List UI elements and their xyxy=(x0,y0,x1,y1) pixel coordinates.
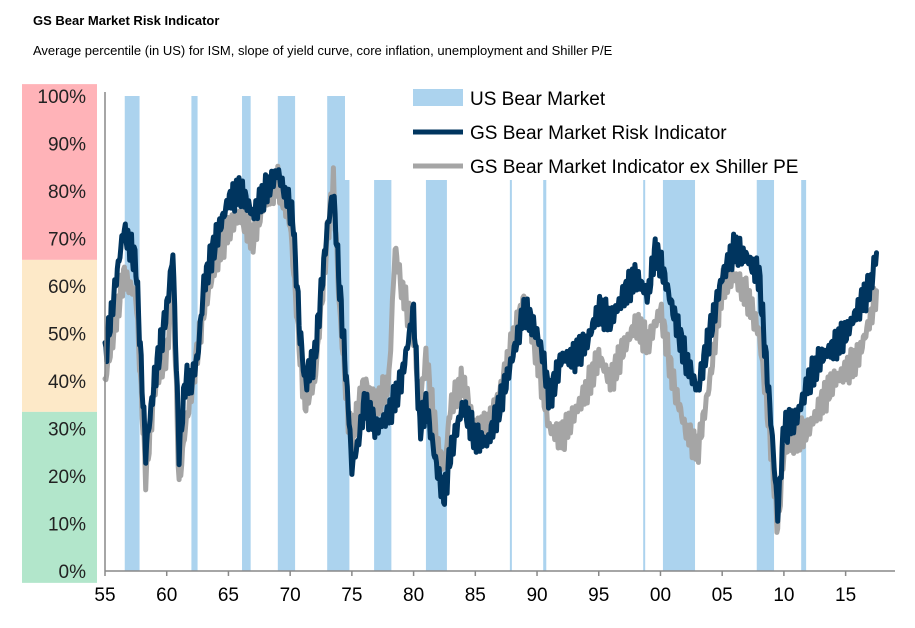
x-tick-label: 80 xyxy=(403,585,424,606)
y-tick-label: 10% xyxy=(48,515,86,536)
bear-market-band xyxy=(374,96,392,571)
series-line-ex-shiller xyxy=(102,163,879,535)
x-tick-label: 55 xyxy=(94,585,115,606)
series-line-risk-indicator xyxy=(102,167,879,524)
y-tick-label: 50% xyxy=(48,325,86,346)
legend-swatch-bear-market xyxy=(413,89,463,106)
x-tick-label: 85 xyxy=(465,585,486,606)
chart-subtitle: Average percentile (in US) for ISM, slop… xyxy=(33,43,613,58)
x-tick-label: 15 xyxy=(835,585,856,606)
risk-zone-2 xyxy=(22,411,97,583)
y-tick-label: 70% xyxy=(48,230,86,251)
y-tick-label: 80% xyxy=(48,182,86,203)
x-tick-label: 90 xyxy=(526,585,547,606)
bear-market-band xyxy=(242,96,251,571)
bear-market-band xyxy=(801,96,807,571)
y-tick-label: 100% xyxy=(37,87,86,108)
bear-market-band xyxy=(277,96,296,571)
legend-label-ex-shiller: GS Bear Market Indicator ex Shiller PE xyxy=(470,157,798,178)
y-tick-label: 90% xyxy=(48,135,86,156)
x-tick-label: 75 xyxy=(341,585,362,606)
y-tick-label: 30% xyxy=(48,420,86,441)
x-tick-label: 10 xyxy=(773,585,794,606)
y-tick-label: 40% xyxy=(48,372,86,393)
y-tick-label: 0% xyxy=(59,562,87,583)
chart-title: GS Bear Market Risk Indicator xyxy=(33,13,220,28)
risk-zone-0 xyxy=(22,84,97,260)
bear-market-band xyxy=(191,96,198,571)
risk-zone-1 xyxy=(22,259,97,412)
bear-market-band xyxy=(124,96,140,571)
bear-market-band xyxy=(543,96,547,571)
x-tick-label: 65 xyxy=(218,585,239,606)
x-tick-label: 70 xyxy=(280,585,301,606)
legend-label-bear-market: US Bear Market xyxy=(470,89,606,110)
legend-label-risk-indicator: GS Bear Market Risk Indicator xyxy=(470,123,727,144)
x-tick-label: 95 xyxy=(588,585,609,606)
y-tick-label: 60% xyxy=(48,277,86,298)
y-tick-label: 20% xyxy=(48,467,86,488)
x-tick-label: 60 xyxy=(156,585,177,606)
x-tick-label: 00 xyxy=(650,585,671,606)
legend: US Bear Market GS Bear Market Risk Indic… xyxy=(413,89,798,178)
x-tick-label: 05 xyxy=(712,585,733,606)
